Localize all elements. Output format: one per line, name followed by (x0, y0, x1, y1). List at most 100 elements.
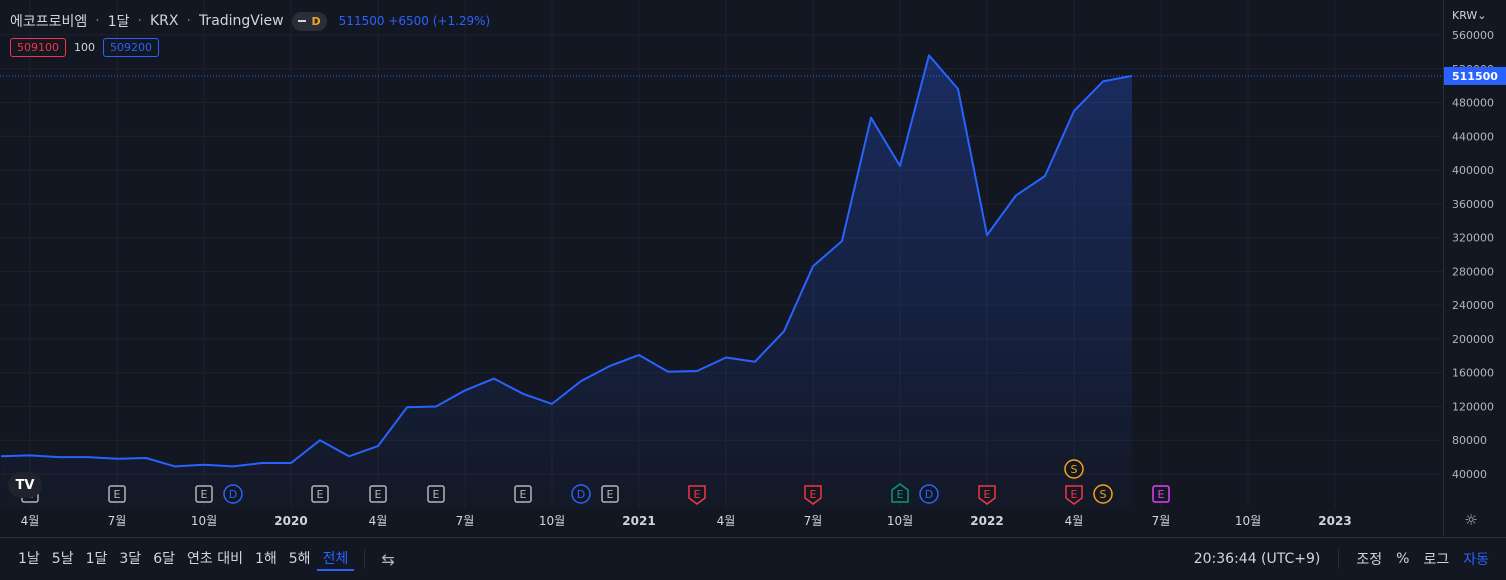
dividend-marker[interactable]: D (223, 484, 243, 504)
time-tick-label: 10월 (191, 514, 217, 528)
legend-separator: · (137, 13, 142, 29)
dividend-marker[interactable]: D (571, 484, 591, 504)
time-tick-label: 4월 (21, 514, 40, 528)
event-marker-circle (919, 484, 939, 504)
dividend-marker[interactable]: D (919, 484, 939, 504)
time-tick-label: 2023 (1318, 514, 1351, 528)
split-marker[interactable]: S (1093, 484, 1113, 504)
last-price-label: 511500 (1452, 70, 1498, 83)
event-marker-letter: E (433, 488, 440, 501)
range-button[interactable]: 1달 (85, 551, 108, 567)
price-line[interactable] (0, 54, 1133, 468)
earnings-marker[interactable]: E (427, 485, 445, 503)
gear-icon[interactable]: ☼ (1464, 511, 1478, 529)
time-tick-label: 7월 (108, 514, 127, 528)
earnings-marker[interactable]: E (195, 485, 213, 503)
earnings-marker-shape (514, 485, 532, 503)
price-tick-label: 480000 (1452, 97, 1494, 110)
percent-scale-button[interactable]: % (1396, 551, 1410, 567)
range-button[interactable]: 5해 (288, 551, 311, 567)
range-button[interactable]: 1해 (254, 551, 277, 567)
currency-selector[interactable]: KRW⌄ (1452, 9, 1487, 22)
time-tick-label: 10월 (887, 514, 913, 528)
event-marker-letter: E (317, 488, 324, 501)
toolbar-divider (364, 549, 366, 569)
legend-separator: · (95, 13, 100, 29)
range-selector: 1날 5날 1달 3달 6달 연초 대비 1해 5해 전체 (12, 547, 355, 571)
price-tick-label: 400000 (1452, 164, 1494, 177)
earnings-marker[interactable]: E (311, 485, 329, 503)
time-tick-label: 2021 (622, 514, 655, 528)
event-marker-letter: E (520, 488, 527, 501)
price-tick-label: 360000 (1452, 198, 1494, 211)
event-marker-letter: E (984, 488, 991, 501)
event-marker-letter: E (201, 488, 208, 501)
auto-scale-button[interactable]: 자동 (1463, 552, 1489, 568)
price-area-fill (1, 55, 1132, 508)
time-tick-label: 10월 (1235, 514, 1261, 528)
tradingview-logo[interactable]: TV (8, 472, 42, 498)
clock-readout[interactable]: 20:36:44 (UTC+9) (1193, 551, 1321, 567)
time-tick-label: 4월 (369, 514, 388, 528)
interval-label[interactable]: 1달 (107, 14, 130, 30)
earnings-marker[interactable]: E (804, 485, 822, 505)
earnings-marker[interactable]: E (1065, 485, 1083, 505)
earnings-marker-shape (1065, 485, 1083, 505)
price-axis[interactable]: 40000 80000 120000 160000 200000 240000 280000… (1444, 0, 1506, 508)
chart-pane[interactable]: EEEDEEEEDEEEEDESESE 에코프로비엠 · 1달 · KRX · … (0, 0, 1444, 536)
price-tick-label: 200000 (1452, 333, 1494, 346)
price-scale[interactable]: 40000 80000 120000 160000 200000 240000 280000… (1444, 0, 1506, 508)
split-marker[interactable]: S (1064, 459, 1084, 479)
price-chart[interactable]: EEEDEEEEDEEEEDESESE (0, 0, 1443, 508)
earnings-marker[interactable]: E (688, 485, 706, 505)
earnings-marker[interactable]: E (891, 483, 909, 503)
earnings-marker-shape (369, 485, 387, 503)
earnings-marker-shape (108, 485, 126, 503)
exchange-label: KRX (149, 13, 179, 29)
earnings-marker-shape (195, 485, 213, 503)
range-button[interactable]: 3달 (119, 551, 142, 567)
earnings-marker[interactable]: E (108, 485, 126, 503)
log-scale-button[interactable]: 로그 (1423, 552, 1450, 568)
range-button[interactable]: 1날 (18, 551, 40, 567)
range-button[interactable]: 연초 대비 (186, 551, 243, 567)
event-marker-circle (1093, 484, 1113, 504)
earnings-marker-shape (601, 485, 619, 503)
event-marker-letter: D (925, 488, 933, 501)
range-button[interactable]: 5날 (51, 551, 74, 567)
time-tick-label: 7월 (1152, 514, 1171, 528)
range-button[interactable]: 전체 (316, 547, 355, 571)
legend-status-pill[interactable]: D (291, 11, 327, 31)
ask-price-button[interactable]: 509200 (103, 38, 159, 57)
event-marker-letter: D (229, 488, 237, 501)
adjust-button[interactable]: 조정 (1356, 552, 1383, 568)
earnings-marker-shape (978, 485, 996, 505)
delayed-data-badge: D (311, 14, 321, 28)
time-axis[interactable]: 4월 7월 10월 2020 4월 7월 10월 2021 4월 7월 10월 2022 4월 7월 10월… (0, 508, 1443, 536)
earnings-marker[interactable]: E (978, 485, 996, 505)
last-price-badge (1444, 66, 1506, 85)
symbol-legend: 에코프로비엠 · 1달 · KRX · TradingView D 511500… (10, 9, 490, 33)
event-marker-letter: E (607, 488, 614, 501)
toolbar-divider (1338, 549, 1340, 569)
time-tick-label: 2020 (274, 514, 307, 528)
earnings-marker-shape (891, 483, 909, 503)
spread-value: 100 (74, 41, 95, 54)
date-range-icon[interactable]: ⇆ (381, 549, 395, 569)
earnings-marker[interactable]: E (1152, 485, 1170, 503)
time-tick-label: 4월 (717, 514, 736, 528)
symbol-name[interactable]: 에코프로비엠 (10, 14, 88, 30)
time-tick-label: 2022 (970, 514, 1003, 528)
logo-text: TV (15, 477, 35, 493)
bottom-toolbar: 1날 5날 1달 3달 6달 연초 대비 1해 5해 전체 ⇆ 20:36:44 (UTC+9)… (0, 537, 1506, 580)
bid-price-button[interactable]: 509100 (10, 38, 66, 57)
earnings-marker-shape (427, 485, 445, 503)
earnings-marker[interactable]: E (601, 485, 619, 503)
earnings-marker[interactable]: E (514, 485, 532, 503)
range-button[interactable]: 6달 (153, 551, 175, 567)
earnings-marker[interactable]: E (369, 485, 387, 503)
price-tick-label: 320000 (1452, 232, 1494, 245)
earnings-marker-shape (688, 485, 706, 505)
event-marker-letter: E (810, 488, 817, 501)
event-marker-letter: E (694, 488, 701, 501)
